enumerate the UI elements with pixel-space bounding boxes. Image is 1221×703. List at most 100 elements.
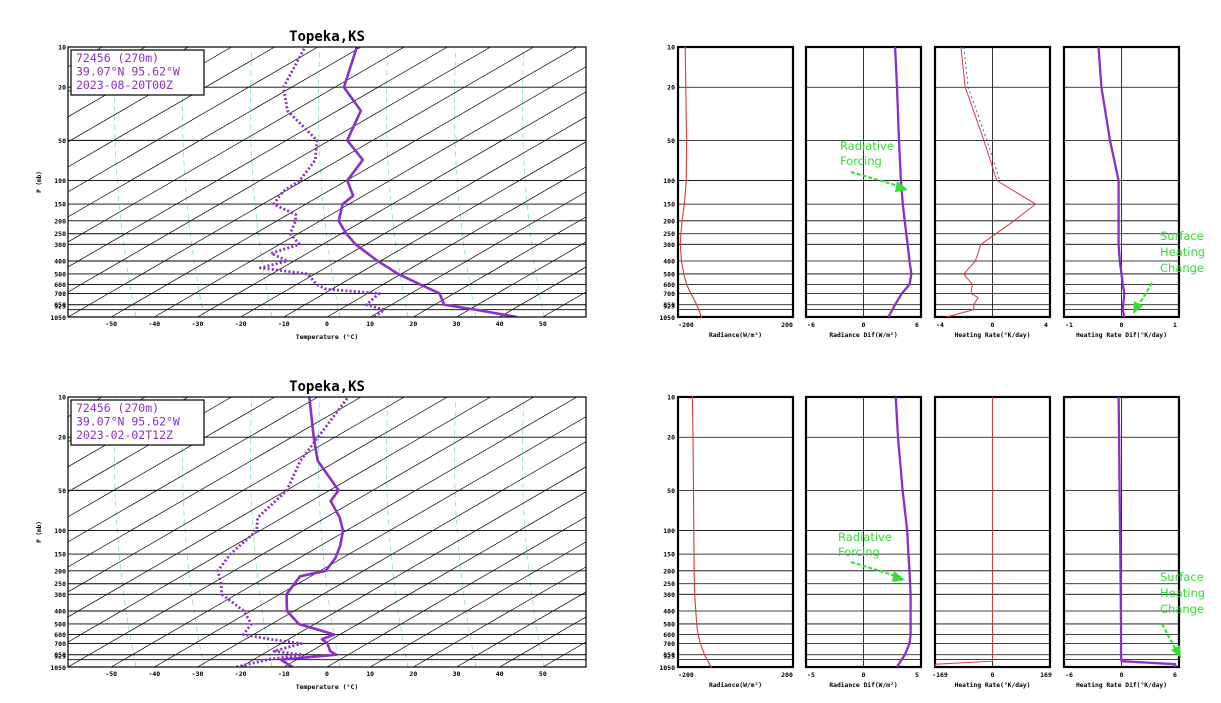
pressure-tick-label: 1050 <box>659 314 675 322</box>
pressure-tick-label: 925 <box>54 653 66 661</box>
profile-panel-r0c3: -1 0 1 Heating Rate Dif(°K/day) Surface Heati… <box>1062 45 1205 339</box>
x-tick-label: 4 <box>1044 321 1048 329</box>
pressure-tick-label: 850 <box>663 651 675 659</box>
x-tick-label: 169 <box>1040 671 1052 679</box>
annotation-text: Change <box>1160 261 1204 275</box>
x-tick-label: -169 <box>932 671 948 679</box>
temperature-tick-label: 50 <box>539 320 547 328</box>
dry-adiabat-line <box>386 397 409 667</box>
pressure-tick-label: 250 <box>663 580 675 588</box>
isotherm-line <box>68 47 448 268</box>
skewt-frame <box>67 396 587 668</box>
pressure-tick-label: 600 <box>663 631 675 639</box>
heating-rate-reference-line <box>963 46 1001 181</box>
dry-adiabat-line <box>250 397 273 667</box>
isotherm-line <box>68 397 448 618</box>
x-tick-label: -1 <box>1065 321 1073 329</box>
heating-rate-line <box>934 397 993 667</box>
temperature-tick-label: 20 <box>409 320 417 328</box>
annotation-text: Surface <box>1160 229 1204 243</box>
dry-adiabat-line <box>318 47 341 317</box>
annotation-arrowhead <box>892 571 905 582</box>
radiance-point <box>681 219 683 222</box>
profile-panel-r0c2: -4 0 4 Heating Rate(°K/day) <box>933 45 1052 339</box>
isotherm-line <box>68 47 362 218</box>
y-axis-label: P (mb) <box>36 171 43 193</box>
pressure-tick-label: 10 <box>58 394 66 402</box>
isotherm-line <box>413 566 586 667</box>
radiance-point <box>680 260 683 262</box>
radiance-point <box>692 529 695 532</box>
dry-adiabat-line <box>522 47 545 317</box>
isotherm-line <box>283 141 586 317</box>
x-axis-label: Radiance Dif(W/m²) <box>829 331 897 339</box>
pressure-tick-label: 100 <box>54 177 66 185</box>
radiance-point <box>710 666 712 668</box>
isotherm-line <box>68 397 319 543</box>
isotherm-line <box>283 491 586 667</box>
heating-rate-line <box>946 46 1037 318</box>
x-tick-label: 0 <box>991 671 995 679</box>
x-tick-label: 0 <box>1120 671 1124 679</box>
isotherm-line <box>413 216 586 317</box>
pressure-tick-label: 300 <box>54 241 66 249</box>
temperature-tick-label: 30 <box>453 320 461 328</box>
annotation-text: Radiative <box>840 139 894 153</box>
pressure-tick-label: 500 <box>663 620 675 628</box>
skewt-frame <box>67 46 587 318</box>
annotation-arrow-line <box>850 171 903 188</box>
panel-frame <box>1062 45 1181 319</box>
annotation-arrow-line <box>1161 623 1178 653</box>
pressure-tick-label: 50 <box>667 487 675 495</box>
temperature-tick-label: 40 <box>496 670 504 678</box>
dry-adiabat-line <box>454 397 477 667</box>
dewpoint-profile-line <box>258 47 386 317</box>
radiance-point <box>679 243 682 246</box>
station-info-line: 72456 (270m) <box>76 51 159 65</box>
x-axis-label: Heating Rate Dif(°K/day) <box>1076 331 1167 339</box>
pressure-tick-label: 200 <box>663 217 675 225</box>
station-info-line: 2023-08-20T00Z <box>76 78 173 92</box>
pressure-tick-label: 20 <box>667 84 675 92</box>
radiance-point <box>703 653 706 656</box>
isotherm-line <box>326 516 586 667</box>
annotation-text: Change <box>1160 602 1204 616</box>
x-tick-label: 200 <box>781 671 793 679</box>
annotation-arrowhead <box>1133 301 1143 314</box>
chart-title: Topeka,KS <box>289 29 365 45</box>
radiance-point <box>683 203 686 206</box>
pressure-tick-label: 150 <box>663 551 675 559</box>
radiance-point <box>697 633 700 636</box>
x-axis-label: Heating Rate(°K/day) <box>955 331 1031 339</box>
dry-adiabat-line <box>386 47 409 317</box>
y-axis-label: P (mb) <box>36 521 43 543</box>
radiance-point <box>693 593 696 596</box>
annotation-arrowhead <box>1171 645 1181 658</box>
skewt-panel-0: 1020501001502002503004005006007008509251… <box>36 29 587 341</box>
annotation-arrow-line <box>1136 282 1153 309</box>
pressure-tick-label: 850 <box>54 651 66 659</box>
temperature-tick-label: -10 <box>278 320 290 328</box>
chart-title: Topeka,KS <box>289 379 365 395</box>
annotation-text: Heating <box>1160 586 1205 600</box>
temperature-profile-line <box>337 47 518 317</box>
x-axis-label: Heating Rate(°K/day) <box>955 681 1031 689</box>
pressure-tick-label: 100 <box>663 527 675 535</box>
pressure-tick-label: 500 <box>663 270 675 278</box>
isotherm-line <box>154 66 586 317</box>
annotation-text: Surface <box>1160 570 1204 584</box>
radiance-profile-line <box>691 396 712 668</box>
skewt-panel-1: 1020501001502002503004005006007008509251… <box>36 379 587 691</box>
difference-profile-line <box>1097 46 1126 318</box>
isotherm-line <box>68 47 319 193</box>
radiance-point <box>700 316 703 318</box>
pressure-tick-label: 200 <box>663 567 675 575</box>
panel-frame <box>804 45 923 319</box>
radiance-point <box>699 642 702 645</box>
isotherm-line <box>369 191 586 317</box>
pressure-tick-label: 600 <box>663 281 675 289</box>
difference-profile-line <box>887 46 913 318</box>
